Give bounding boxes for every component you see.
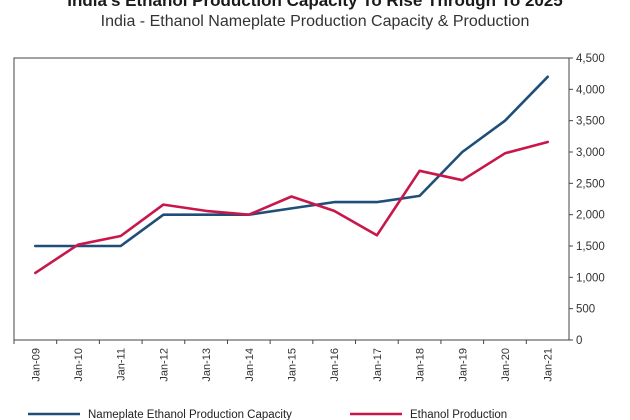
x-tick-label: Jan-10 — [73, 348, 85, 382]
y-tick-label: 4,500 — [576, 53, 605, 65]
x-tick-label: Jan-19 — [457, 348, 469, 382]
series-line-production — [33, 140, 550, 275]
chart-subtitle: India - Ethanol Nameplate Production Cap… — [100, 13, 530, 30]
x-tick-label: Jan-16 — [329, 348, 341, 382]
x-tick-label: Jan-14 — [244, 348, 256, 382]
x-tick-label: Jan-09 — [30, 348, 42, 382]
y-tick-label: 500 — [576, 304, 595, 316]
x-tick-label: Jan-13 — [201, 348, 213, 382]
x-tick-label: Jan-21 — [543, 348, 555, 382]
plot-area-frame — [13, 57, 570, 341]
y-tick-label: 0 — [576, 335, 582, 347]
y-tick-label: 1,500 — [576, 241, 605, 253]
y-tick-label: 3,500 — [576, 116, 605, 128]
series-line-capacity — [33, 75, 550, 248]
legend-label: Nameplate Ethanol Production Capacity — [88, 409, 292, 420]
chart-title: India's Ethanol Production Capacity To R… — [67, 0, 563, 10]
x-tick-label: Jan-17 — [372, 348, 384, 382]
legend-label: Ethanol Production — [410, 409, 507, 420]
y-tick-label: 4,000 — [576, 84, 605, 96]
x-tick-label: Jan-12 — [158, 348, 170, 382]
y-tick-label: 1,000 — [576, 272, 605, 284]
x-tick-label: Jan-11 — [116, 348, 128, 381]
x-tick-label: Jan-15 — [287, 348, 299, 382]
y-tick-label: 3,000 — [576, 147, 605, 159]
y-tick-label: 2,500 — [576, 178, 605, 190]
x-tick-label: Jan-20 — [500, 348, 512, 382]
x-tick-label: Jan-18 — [415, 348, 427, 382]
y-tick-label: 2,000 — [576, 210, 605, 222]
